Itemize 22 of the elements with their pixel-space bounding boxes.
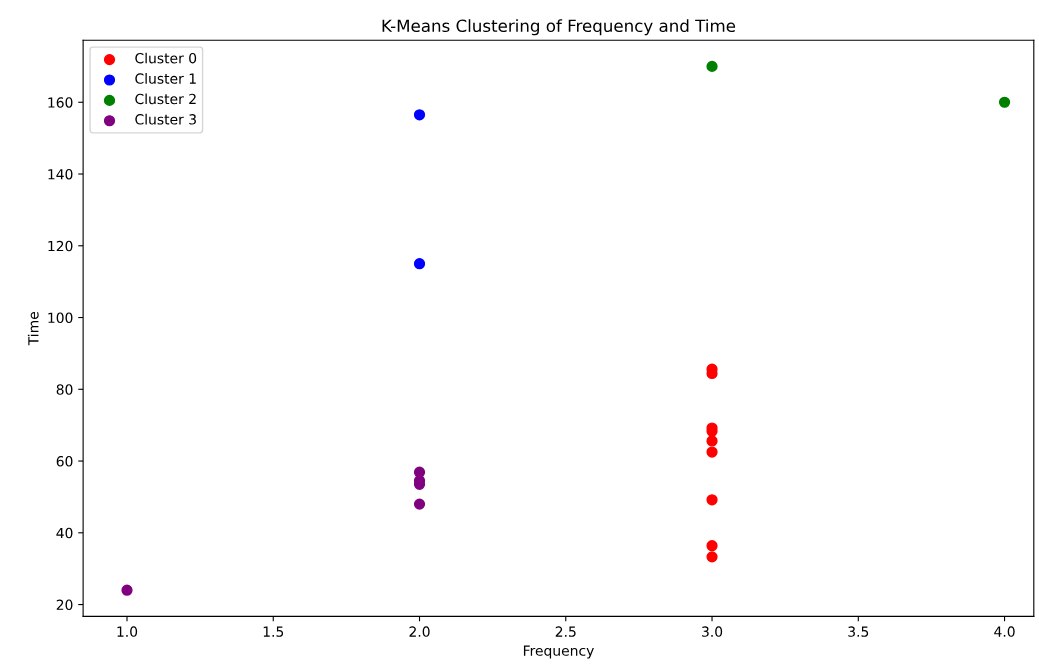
x-tick-label: 3.5 (848, 626, 869, 637)
y-tick-label: 20 (56, 599, 73, 611)
legend-label: Cluster 2 (135, 93, 196, 105)
y-tick-label: 100 (48, 312, 73, 324)
legend-label: Cluster 0 (135, 52, 197, 64)
x-tick-label: 4.0 (994, 626, 1015, 637)
y-tick-label: 80 (56, 384, 73, 395)
x-tick-label: 2.0 (409, 626, 430, 637)
x-axis-title: Frequency (523, 645, 594, 659)
legend-label: Cluster 3 (135, 113, 196, 125)
y-tick-label: 160 (48, 97, 73, 108)
y-tick-label: 140 (48, 168, 73, 180)
y-tick-label: 120 (48, 240, 73, 252)
y-axis-title: Time (27, 312, 39, 346)
x-tick-label: 1.5 (263, 626, 284, 637)
legend-label: Cluster 1 (135, 73, 196, 84)
y-tick-label: 40 (56, 527, 73, 539)
y-tick-label: 60 (56, 456, 73, 467)
x-tick-label: 2.5 (555, 626, 576, 637)
x-tick-label: 1.0 (117, 626, 138, 637)
x-tick-label: 3.0 (702, 626, 723, 637)
chart-title: K-Means Clustering of Frequency and Time (382, 19, 736, 36)
